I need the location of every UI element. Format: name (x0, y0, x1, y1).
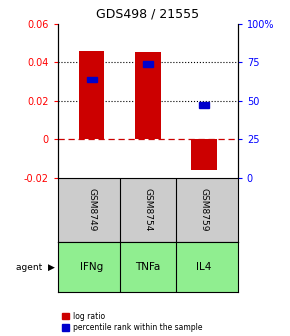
Text: GSM8754: GSM8754 (143, 188, 153, 232)
Text: agent  ▶: agent ▶ (16, 263, 55, 271)
Bar (135, 52, 161, 139)
Bar (191, 139, 217, 170)
Text: GSM8759: GSM8759 (200, 188, 209, 232)
Text: TNFa: TNFa (135, 262, 161, 272)
Bar (199, 102, 209, 108)
Bar (87, 77, 97, 82)
Text: IL4: IL4 (196, 262, 212, 272)
Title: GDS498 / 21555: GDS498 / 21555 (96, 8, 200, 21)
Bar (79, 51, 104, 139)
Text: IFNg: IFNg (80, 262, 103, 272)
Legend: log ratio, percentile rank within the sample: log ratio, percentile rank within the sa… (62, 312, 202, 332)
Bar (143, 61, 153, 67)
Text: GSM8749: GSM8749 (87, 188, 96, 232)
